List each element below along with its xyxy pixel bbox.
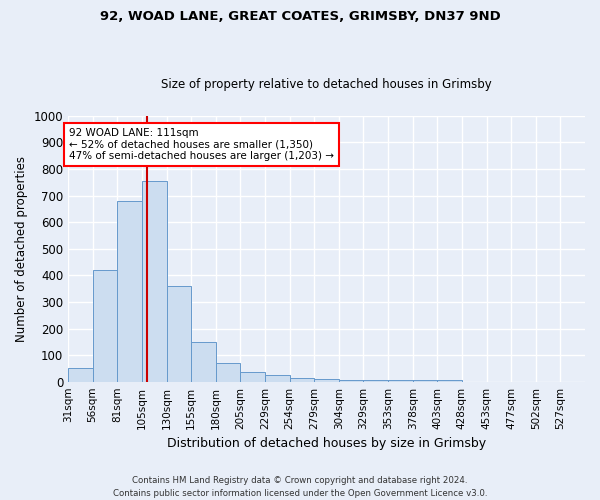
Text: Contains HM Land Registry data © Crown copyright and database right 2024.
Contai: Contains HM Land Registry data © Crown c…: [113, 476, 487, 498]
Bar: [216, 363, 241, 382]
Bar: [142, 181, 167, 382]
Bar: [437, 380, 462, 382]
Bar: [314, 379, 339, 382]
Bar: [167, 286, 191, 382]
Bar: [388, 380, 413, 382]
Bar: [68, 368, 92, 382]
Bar: [413, 380, 437, 382]
Title: Size of property relative to detached houses in Grimsby: Size of property relative to detached ho…: [161, 78, 492, 91]
Bar: [241, 372, 265, 382]
Bar: [92, 270, 117, 382]
Bar: [265, 375, 290, 382]
Text: 92, WOAD LANE, GREAT COATES, GRIMSBY, DN37 9ND: 92, WOAD LANE, GREAT COATES, GRIMSBY, DN…: [100, 10, 500, 23]
Y-axis label: Number of detached properties: Number of detached properties: [15, 156, 28, 342]
Bar: [117, 201, 142, 382]
X-axis label: Distribution of detached houses by size in Grimsby: Distribution of detached houses by size …: [167, 437, 486, 450]
Bar: [191, 342, 216, 382]
Bar: [339, 380, 364, 382]
Bar: [364, 380, 388, 382]
Bar: [290, 378, 314, 382]
Text: 92 WOAD LANE: 111sqm
← 52% of detached houses are smaller (1,350)
47% of semi-de: 92 WOAD LANE: 111sqm ← 52% of detached h…: [69, 128, 334, 161]
